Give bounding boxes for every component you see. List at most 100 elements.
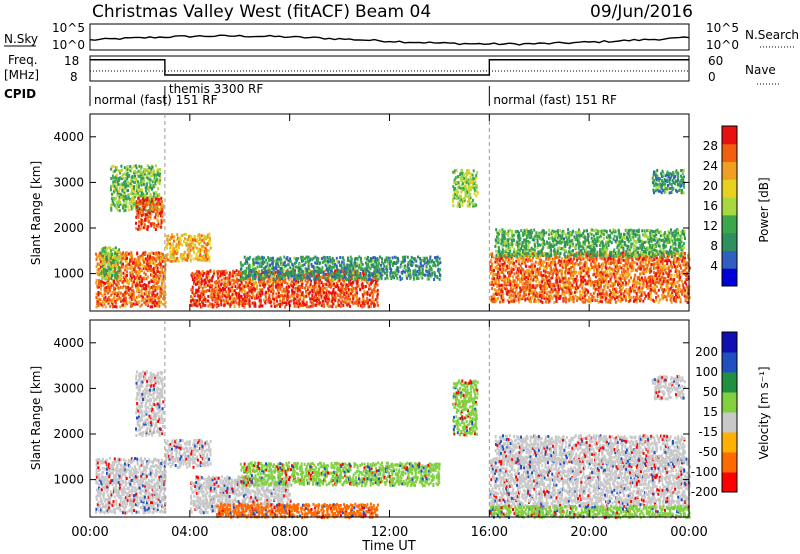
range-gate-cell [127, 189, 130, 192]
range-gate-cell [144, 212, 147, 216]
range-gate-cell [199, 254, 202, 257]
range-gate-cell [348, 270, 351, 274]
range-gate-cell [228, 290, 231, 294]
range-gate-cell [100, 262, 102, 266]
range-gate-cell [189, 248, 192, 252]
range-gate-cell [498, 293, 501, 297]
range-gate-cell [356, 261, 359, 265]
range-gate-cell [128, 168, 131, 172]
range-gate-cell [259, 298, 262, 302]
range-gate-cell [423, 256, 426, 260]
range-gate-cell [273, 300, 276, 304]
range-gate-cell [246, 294, 249, 298]
range-gate-cell [472, 204, 475, 208]
range-gate-cell [146, 294, 149, 298]
range-gate-cell [531, 273, 534, 277]
range-gate-cell [95, 265, 98, 268]
range-gate-cell [500, 296, 503, 300]
range-gate-cell [513, 299, 516, 303]
range-gate-cell [129, 292, 132, 295]
range-gate-cell [461, 168, 463, 172]
range-gate-cell [111, 302, 114, 306]
range-gate-cell [452, 185, 455, 189]
range-gate-cell [584, 278, 587, 282]
range-gate-cell [260, 261, 263, 265]
range-gate-cell [142, 266, 145, 270]
range-gate-cell [298, 271, 301, 275]
range-gate-cell [376, 288, 379, 292]
range-gate-cell [375, 280, 378, 283]
range-gate-cell [458, 205, 461, 208]
range-gate-cell [619, 296, 622, 300]
range-gate-cell [95, 296, 98, 299]
range-gate-cell [118, 295, 121, 299]
range-gate-cell [146, 296, 149, 300]
range-gate-cell [394, 268, 397, 272]
range-gate-cell [470, 179, 473, 183]
range-gate-cell [419, 271, 422, 275]
range-gate-cell [373, 303, 376, 307]
range-gate-cell [130, 207, 133, 211]
range-gate-cell [598, 265, 601, 269]
range-gate-cell [303, 257, 306, 261]
range-gate-cell [120, 164, 123, 168]
range-gate-cell [129, 258, 132, 262]
range-gate-cell [521, 273, 523, 277]
range-gate-cell [474, 202, 477, 206]
range-gate-cell [199, 250, 202, 254]
range-gate-cell [624, 298, 627, 302]
range-gate-cell [286, 256, 289, 260]
range-gate-cell [199, 252, 202, 256]
range-gate-cell [287, 278, 290, 282]
range-gate-cell [425, 261, 428, 265]
range-gate-cell [202, 303, 205, 307]
range-gate-cell [591, 256, 594, 260]
range-gate-cell [290, 288, 293, 292]
range-gate-cell [155, 190, 158, 194]
range-gate-cell [505, 276, 508, 280]
range-gate-cell [146, 196, 149, 200]
range-gate-cell [139, 254, 142, 258]
range-gate-cell [608, 273, 611, 277]
range-gate-cell [347, 302, 350, 306]
range-gate-cell [552, 282, 555, 286]
range-gate-cell [288, 274, 291, 278]
range-gate-cell [200, 258, 203, 262]
range-gate-cell [251, 279, 254, 283]
range-gate-cell [106, 252, 109, 256]
range-gate-cell [112, 182, 115, 186]
range-gate-cell [454, 186, 457, 190]
range-gate-cell [185, 256, 188, 260]
range-gate-cell [341, 288, 344, 292]
range-gate-cell [105, 275, 108, 278]
range-gate-cell [575, 262, 578, 266]
range-gate-cell [537, 272, 540, 276]
range-gate-cell [356, 294, 358, 298]
range-gate-cell [523, 258, 526, 262]
range-gate-cell [570, 282, 573, 286]
range-gate-cell [196, 304, 199, 308]
range-gate-cell [235, 291, 238, 295]
range-gate-cell [519, 264, 522, 268]
range-gate-cell [272, 294, 275, 298]
range-gate-cell [431, 271, 434, 275]
range-gate-cell [242, 297, 244, 301]
range-gate-cell [138, 260, 141, 264]
range-gate-cell [313, 275, 316, 279]
range-gate-cell [343, 264, 346, 268]
range-gate-cell [363, 292, 366, 296]
range-gate-cell [490, 295, 493, 299]
range-gate-cell [600, 300, 603, 304]
range-gate-cell [159, 291, 162, 295]
range-gate-cell [143, 167, 146, 171]
range-gate-cell [510, 296, 512, 300]
range-gate-cell [222, 291, 225, 295]
range-gate-cell [327, 290, 330, 294]
range-gate-cell [375, 274, 378, 278]
range-gate-cell [490, 282, 493, 286]
freq-trace [90, 59, 689, 76]
range-gate-cell [166, 253, 169, 257]
range-gate-cell [377, 270, 380, 274]
range-gate-cell [123, 295, 126, 299]
range-gate-cell [436, 269, 439, 273]
